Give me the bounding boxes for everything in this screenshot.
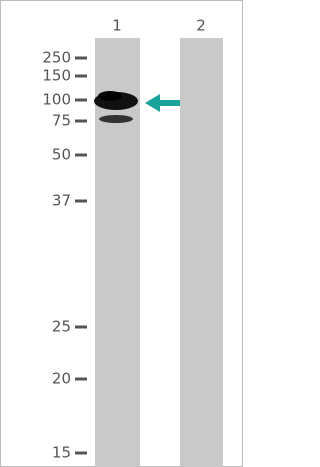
lane-2 xyxy=(180,38,223,467)
marker-label: 100 xyxy=(42,91,71,109)
marker-label: 20 xyxy=(52,370,71,388)
western-blot: 1 2 250 150 100 75 50 37 25 20 15 xyxy=(0,0,243,467)
marker-label: 25 xyxy=(52,318,71,336)
marker-label: 75 xyxy=(52,112,71,130)
marker-label: 50 xyxy=(52,146,71,164)
lane-label: 2 xyxy=(196,17,206,35)
marker-label: 150 xyxy=(42,67,71,85)
band-lower xyxy=(99,115,133,123)
band-main-core xyxy=(98,91,122,101)
marker-label: 37 xyxy=(52,192,71,210)
marker-label: 250 xyxy=(42,49,71,67)
lane-label: 1 xyxy=(112,17,122,35)
marker-label: 15 xyxy=(52,444,71,462)
